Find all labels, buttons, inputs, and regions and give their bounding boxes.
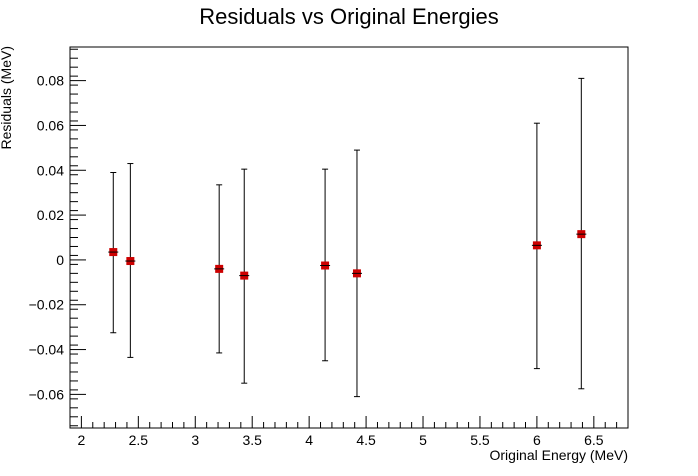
x-tick-label: 3 — [191, 432, 199, 448]
y-tick-label: 0.02 — [37, 207, 64, 223]
y-tick-label: −0.04 — [29, 342, 65, 358]
x-tick-label: 6 — [533, 432, 541, 448]
chart-title: Residuals vs Original Energies — [199, 4, 499, 29]
y-tick-label: 0.06 — [37, 117, 64, 133]
x-tick-label: 2.5 — [129, 432, 149, 448]
x-tick-label: 3.5 — [242, 432, 262, 448]
y-axis-label: Residuals (MeV) — [0, 46, 14, 149]
y-tick-label: −0.02 — [29, 297, 65, 313]
y-tick-label: 0 — [56, 252, 64, 268]
data-points — [108, 77, 587, 398]
x-tick-label: 6.5 — [584, 432, 604, 448]
y-tick-label: 0.04 — [37, 162, 64, 178]
x-axis-label: Original Energy (MeV) — [490, 447, 629, 463]
x-tick-label: 4.5 — [356, 432, 376, 448]
x-tick-label: 5 — [419, 432, 427, 448]
x-tick-label: 5.5 — [470, 432, 490, 448]
axes: 2 2.5 3 3.5 4 4.5 5 5.5 6 6.5 −0.06 −0.04 −0.02 0 0.02… — [29, 48, 629, 448]
y-tick-label: 0.08 — [37, 73, 64, 89]
x-tick-label: 2 — [77, 432, 85, 448]
plot-frame — [69, 46, 629, 429]
y-tick-label: −0.06 — [29, 386, 65, 402]
x-tick-label: 4 — [305, 432, 313, 448]
